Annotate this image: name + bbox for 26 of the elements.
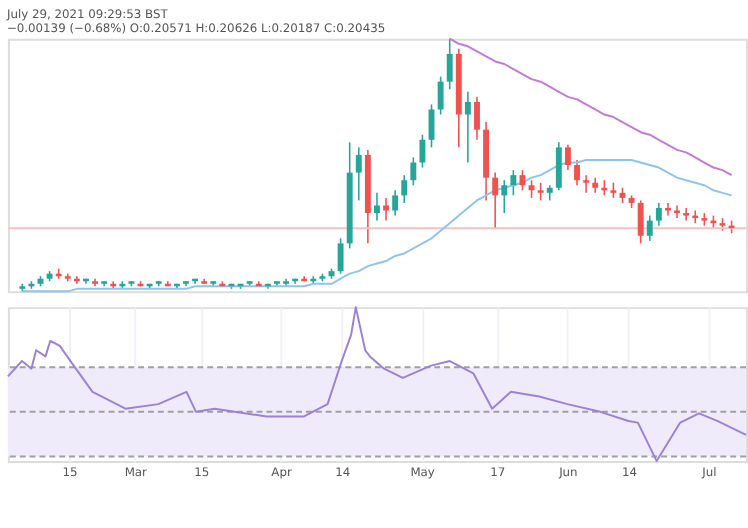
candlestick	[564, 144, 571, 171]
candlestick	[501, 179, 508, 214]
candlestick	[437, 75, 444, 116]
candlestick	[392, 189, 399, 217]
candlestick	[683, 207, 690, 222]
candlestick	[446, 37, 453, 91]
candlestick	[337, 237, 344, 275]
candlestick	[410, 156, 417, 187]
candlestick	[374, 192, 380, 222]
candlestick	[574, 159, 580, 187]
candlestick	[483, 121, 490, 202]
candlestick	[474, 96, 480, 141]
candlestick	[646, 214, 653, 242]
candlestick	[583, 174, 590, 194]
candlestick	[419, 133, 426, 169]
candlestick	[355, 146, 362, 202]
candlestick	[510, 169, 517, 197]
candlestick	[401, 174, 408, 204]
candlestick	[637, 199, 644, 245]
candlestick	[492, 171, 499, 229]
candlestick	[519, 169, 526, 192]
candlestick	[383, 197, 390, 222]
candlestick	[665, 202, 671, 217]
candlestick	[555, 141, 562, 192]
candlestick	[464, 90, 471, 164]
candlestick	[655, 202, 662, 227]
